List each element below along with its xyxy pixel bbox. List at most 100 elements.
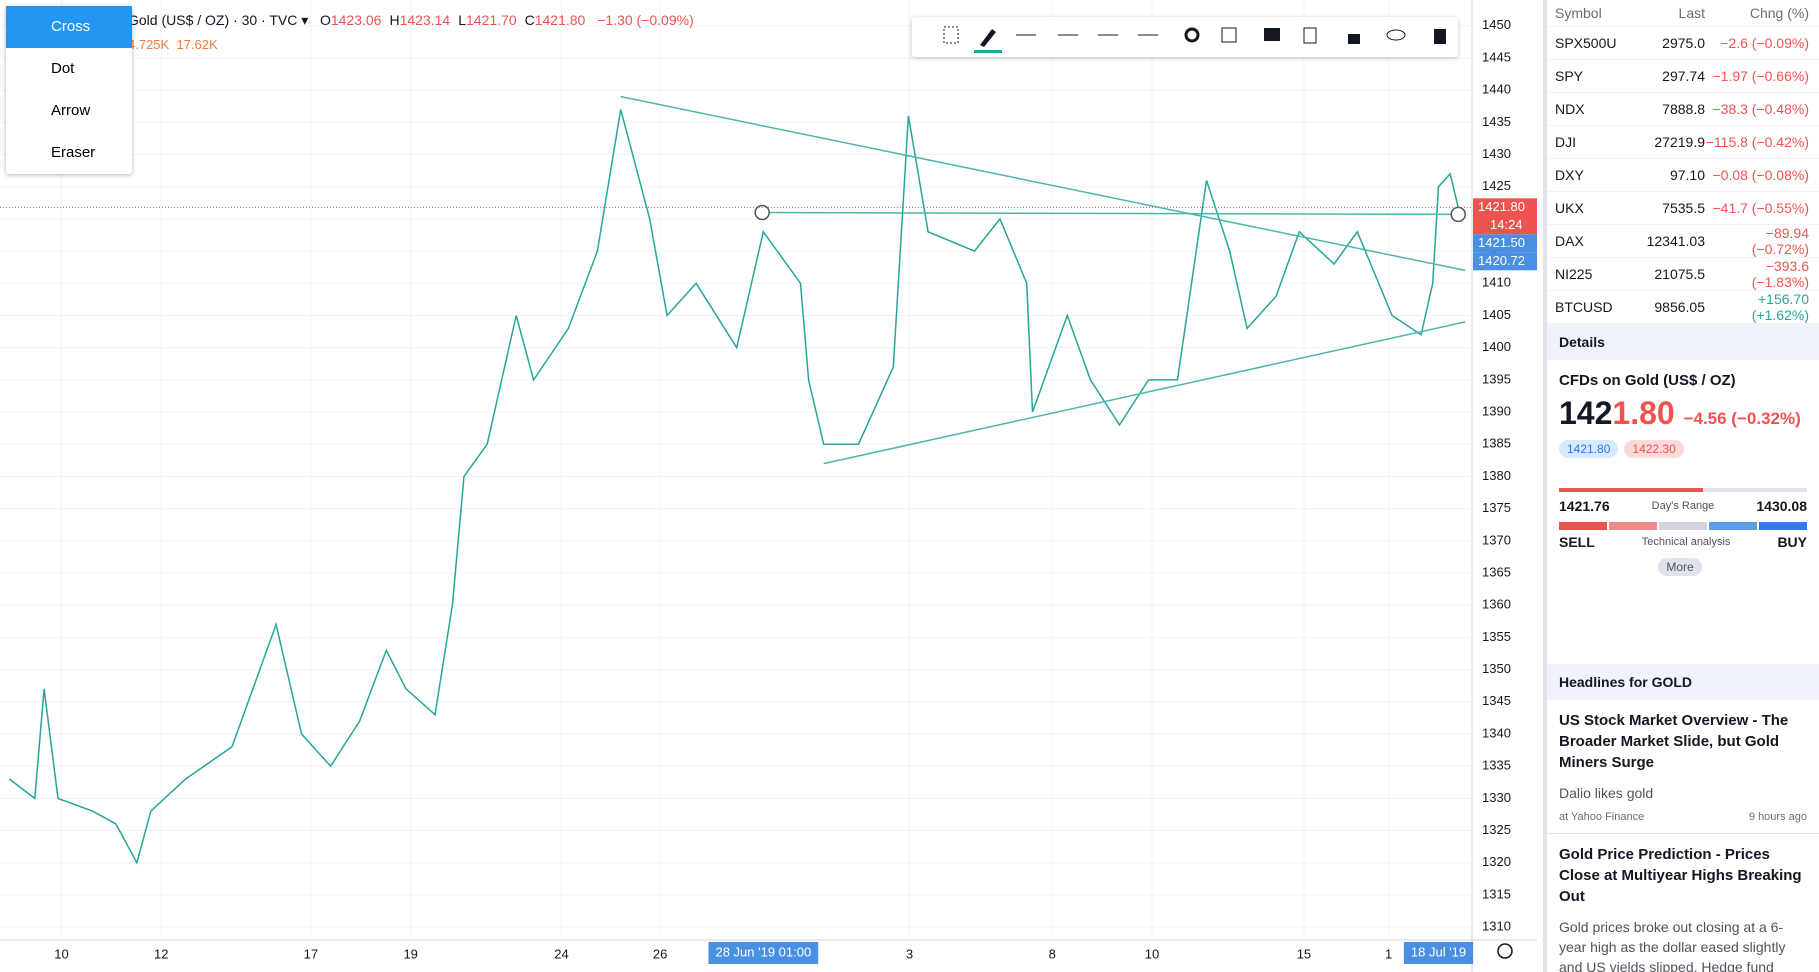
tool-item[interactable]: Dot bbox=[51, 60, 75, 77]
news-title: Gold Price Prediction - Prices Close at … bbox=[1559, 846, 1802, 905]
y-tick-label: 1350 bbox=[1482, 661, 1511, 676]
symbol: SPY bbox=[1555, 68, 1584, 84]
col-change: Chng (%) bbox=[1749, 5, 1809, 21]
pen-icon[interactable] bbox=[980, 29, 996, 47]
plot bbox=[0, 95, 1471, 865]
ohlc-label: O bbox=[319, 12, 331, 28]
price: 1421.80 −4.56 (−0.32%) bbox=[1559, 395, 1807, 432]
watchlist-row[interactable]: NI225 21075.5 −393.6 (−1.83%) bbox=[1547, 258, 1819, 291]
bid: 1421.80 bbox=[1559, 440, 1619, 458]
ohlc-label: H bbox=[389, 12, 400, 28]
settings-icon[interactable] bbox=[1497, 943, 1513, 959]
watchlist-header: Symbol Last Chng (%) bbox=[1547, 0, 1819, 27]
watchlist-row[interactable]: DXY 97.10 −0.08 (−0.08%) bbox=[1547, 159, 1819, 192]
y-tick-label: 1385 bbox=[1482, 436, 1511, 451]
news-item[interactable]: Gold Price Prediction - Prices Close at … bbox=[1547, 834, 1819, 972]
y-tick-label: 1400 bbox=[1482, 339, 1511, 354]
y-tick-label: 1355 bbox=[1482, 629, 1511, 644]
line-handle[interactable] bbox=[1450, 206, 1466, 223]
price-line bbox=[8, 109, 1459, 865]
y-tick-label: 1365 bbox=[1482, 564, 1511, 579]
x-tick-label: 1 bbox=[1385, 946, 1392, 961]
tool-item[interactable]: Arrow bbox=[51, 102, 91, 119]
last: 97.10 bbox=[1669, 167, 1705, 183]
symbol: DAX bbox=[1555, 233, 1584, 249]
last: 7535.5 bbox=[1662, 200, 1705, 216]
x-tick-label: 10 bbox=[1145, 946, 1159, 961]
sell: SELL bbox=[1559, 534, 1595, 550]
tool-item[interactable]: Eraser bbox=[51, 144, 96, 161]
symbol: NDX bbox=[1555, 101, 1585, 117]
watchlist-row[interactable]: DJI 27219.9 −115.8 (−0.42%) bbox=[1547, 126, 1819, 159]
ohlc-value: 1423.06 bbox=[330, 12, 382, 28]
y-tick-label: 1315 bbox=[1482, 886, 1511, 901]
select-icon[interactable] bbox=[943, 26, 959, 44]
price-tag-label: 1421.50 bbox=[1478, 235, 1525, 250]
watchlist: SPX500U 2975.0 −2.6 (−0.09%) SPY 297.74 −1.97… bbox=[1547, 27, 1819, 324]
change: −2.6 (−0.09%) bbox=[1720, 35, 1809, 51]
clone-icon[interactable] bbox=[1221, 27, 1237, 43]
y-tick-label: 1440 bbox=[1482, 82, 1511, 97]
last: 21075.5 bbox=[1654, 266, 1705, 282]
symbol: SPX500U bbox=[1555, 35, 1617, 51]
col-last: Last bbox=[1678, 5, 1705, 21]
range-low: 1421.76 bbox=[1559, 498, 1610, 514]
y-tick-label: 1425 bbox=[1482, 178, 1511, 193]
col-symbol: Symbol bbox=[1555, 5, 1602, 21]
y-tick-label: 1410 bbox=[1482, 275, 1511, 290]
headlines-header: Headlines for GOLD bbox=[1547, 664, 1819, 700]
settings-icon[interactable] bbox=[1184, 27, 1200, 43]
template-icon[interactable] bbox=[1264, 28, 1280, 41]
news-summary: Dalio likes gold bbox=[1559, 785, 1654, 801]
watchlist-row[interactable]: DAX 12341.03 −89.94 (−0.72%) bbox=[1547, 225, 1819, 258]
trendline bbox=[620, 95, 1466, 272]
ta-label: Technical analysis bbox=[1641, 536, 1731, 548]
watchlist-row[interactable]: SPY 297.74 −1.97 (−0.66%) bbox=[1547, 60, 1819, 93]
news-title: US Stock Market Overview - The Broader M… bbox=[1559, 712, 1789, 771]
y-tick-label: 1430 bbox=[1482, 146, 1511, 161]
copy-icon[interactable] bbox=[1303, 27, 1317, 44]
ask: 1422.30 bbox=[1624, 440, 1684, 458]
interval: 30 bbox=[241, 12, 258, 28]
y-tick-label: 1380 bbox=[1482, 468, 1511, 483]
x-tick-label: 24 bbox=[554, 946, 568, 961]
lock-icon[interactable] bbox=[1348, 34, 1360, 44]
watchlist-row[interactable]: BTCUSD 9856.05 +156.70 (+1.62%) bbox=[1547, 291, 1819, 324]
more-button[interactable]: More bbox=[1658, 558, 1702, 576]
range-label: Day's Range bbox=[1651, 500, 1715, 512]
y-tick-label: 1340 bbox=[1482, 725, 1511, 740]
source: TVC bbox=[269, 12, 298, 28]
details: CFDs on Gold (US$ / OZ) 1421.80 −4.56 (−… bbox=[1547, 360, 1819, 584]
x-marker-label: 18 Jul '19 bbox=[1411, 944, 1466, 959]
watchlist-row[interactable]: UKX 7535.5 −41.7 (−0.55%) bbox=[1547, 192, 1819, 225]
price-head: 142 bbox=[1559, 395, 1613, 431]
change: −41.7 (−0.55%) bbox=[1712, 200, 1809, 216]
eye-icon[interactable] bbox=[1386, 29, 1406, 41]
last: 12341.03 bbox=[1646, 233, 1705, 249]
trash-icon[interactable] bbox=[1434, 29, 1446, 44]
y-tick-label: 1320 bbox=[1482, 854, 1511, 869]
tool-item[interactable]: Cross bbox=[6, 6, 132, 48]
watchlist-row[interactable]: NDX 7888.8 −38.3 (−0.48%) bbox=[1547, 93, 1819, 126]
symbol: UKX bbox=[1555, 200, 1584, 216]
change: −1.30 (−0.09%) bbox=[597, 12, 694, 28]
x-tick-label: 8 bbox=[1049, 946, 1056, 961]
drawing-toolbar bbox=[912, 17, 1458, 57]
volume: 4.725K 17.62K bbox=[128, 37, 694, 52]
range-bar bbox=[1559, 488, 1807, 492]
y-tick-label: 1325 bbox=[1482, 822, 1511, 837]
news-time: 9 hours ago bbox=[1748, 811, 1807, 823]
y-tick-label: 1335 bbox=[1482, 758, 1511, 773]
watchlist-row[interactable]: SPX500U 2975.0 −2.6 (−0.09%) bbox=[1547, 27, 1819, 60]
range-fill bbox=[1559, 488, 1703, 492]
details-header: Details bbox=[1547, 324, 1819, 360]
ohlc-value: 1421.70 bbox=[466, 12, 517, 28]
line-handle[interactable] bbox=[754, 204, 770, 221]
change: −1.97 (−0.66%) bbox=[1712, 68, 1809, 84]
news-item[interactable]: US Stock Market Overview - The Broader M… bbox=[1547, 700, 1819, 834]
price-change: −4.56 (−0.32%) bbox=[1683, 409, 1801, 428]
last: 9856.05 bbox=[1654, 299, 1705, 315]
news-summary: Gold prices broke out closing at a 6-yea… bbox=[1559, 919, 1786, 972]
ohlc-label: C bbox=[524, 12, 535, 28]
